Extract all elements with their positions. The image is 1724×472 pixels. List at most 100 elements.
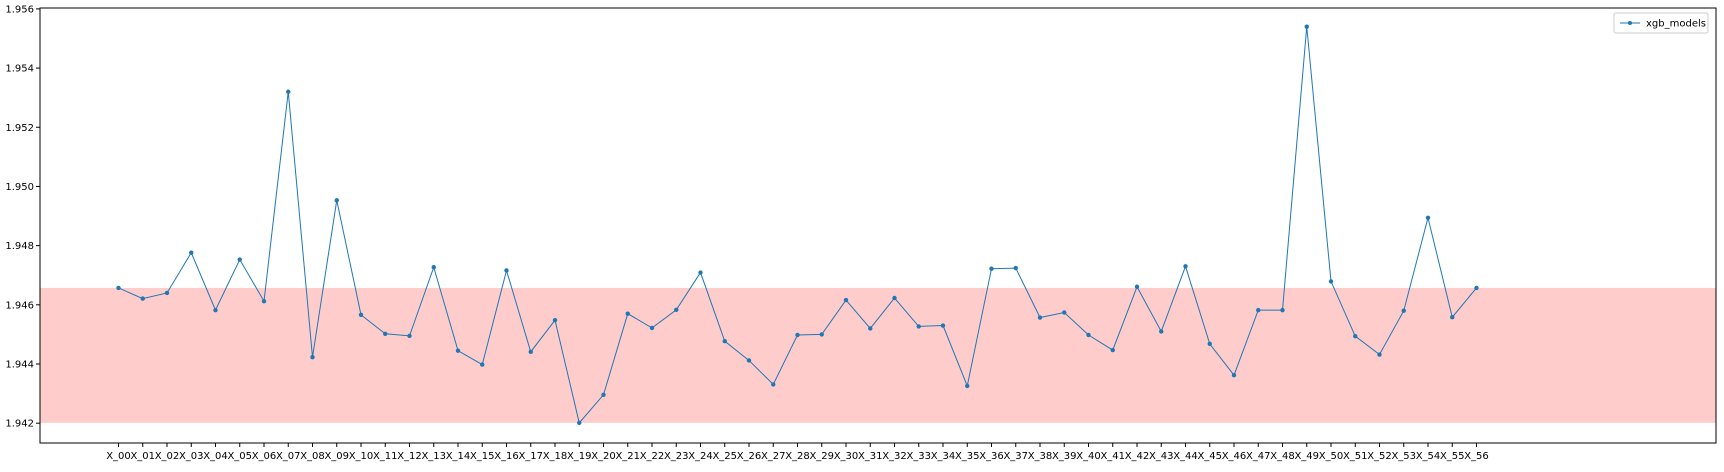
x-tick-label: X_34 xyxy=(931,451,956,462)
data-point xyxy=(892,295,897,301)
x-tick-label: X_12 xyxy=(397,451,422,462)
x-tick-label: X_16 xyxy=(494,451,519,462)
data-point xyxy=(286,89,291,94)
data-point xyxy=(455,348,461,353)
x-tick-label: X_07 xyxy=(276,451,301,462)
x-tick-label: X_11 xyxy=(373,451,398,462)
data-point xyxy=(1183,264,1188,269)
data-point xyxy=(261,299,267,304)
x-axis: X_00 X_01 X_02 X_03 X_04 X_05 X_06 X_07 X_08 X_09… xyxy=(106,443,1489,462)
x-tick-label: X_48 xyxy=(1270,451,1295,462)
data-point xyxy=(722,339,727,344)
x-tick-label: X_19 xyxy=(567,451,592,462)
data-point xyxy=(1377,352,1382,357)
y-tick-label: 1.948 xyxy=(5,241,34,252)
shaded-band-layer xyxy=(40,287,1716,423)
data-point xyxy=(1159,329,1164,334)
data-point xyxy=(746,358,752,363)
x-tick-label: X_04 xyxy=(203,451,228,462)
data-point xyxy=(940,323,946,328)
data-point xyxy=(965,383,970,389)
x-tick-label: X_49 xyxy=(1294,451,1319,462)
data-point xyxy=(1425,215,1431,221)
data-point xyxy=(334,198,339,203)
x-tick-label: X_37 xyxy=(1003,451,1028,462)
data-point xyxy=(310,354,315,360)
x-tick-label: X_47 xyxy=(1246,451,1271,462)
x-tick-label: X_24 xyxy=(688,451,713,462)
x-tick-label: X_03 xyxy=(179,451,204,462)
x-tick-label: X_05 xyxy=(227,451,252,462)
x-tick-label: X_25 xyxy=(712,451,737,462)
x-tick-label: X_22 xyxy=(640,451,665,462)
data-point xyxy=(1256,307,1261,313)
x-tick-label: X_15 xyxy=(470,451,495,462)
x-tick-label: X_21 xyxy=(615,451,640,462)
legend-box xyxy=(1613,12,1709,34)
data-point xyxy=(1110,347,1115,353)
x-tick-label: X_39 xyxy=(1052,451,1077,462)
x-tick-label: X_26 xyxy=(737,451,762,462)
x-tick-label: X_02 xyxy=(155,451,180,462)
x-tick-label: X_09 xyxy=(324,451,349,462)
data-point xyxy=(625,311,630,316)
data-point xyxy=(237,257,242,262)
data-point xyxy=(1328,279,1334,284)
x-tick-label: X_41 xyxy=(1100,451,1125,462)
x-tick-label: X_27 xyxy=(761,451,786,462)
legend: xgb_models xyxy=(1613,12,1709,34)
data-point xyxy=(1401,308,1406,313)
data-point xyxy=(916,324,921,329)
data-point xyxy=(431,265,436,270)
x-tick-label: X_44 xyxy=(1173,451,1198,462)
data-point xyxy=(528,349,533,355)
data-point xyxy=(843,297,849,303)
data-point xyxy=(1353,333,1358,339)
x-tick-label: X_33 xyxy=(906,451,931,462)
y-tick-label: 1.952 xyxy=(5,123,34,134)
data-point xyxy=(1304,24,1309,29)
x-tick-label: X_00 xyxy=(106,451,131,462)
data-point xyxy=(552,317,558,323)
x-tick-label: X_51 xyxy=(1343,451,1368,462)
x-tick-label: X_56 xyxy=(1464,451,1489,462)
data-point xyxy=(649,325,655,331)
data-point xyxy=(213,307,218,313)
x-tick-label: X_18 xyxy=(543,451,568,462)
x-tick-label: X_35 xyxy=(955,451,980,462)
x-tick-label: X_45 xyxy=(1197,451,1222,462)
x-tick-label: X_43 xyxy=(1149,451,1174,462)
x-tick-label: X_55 xyxy=(1440,451,1465,462)
x-tick-label: X_40 xyxy=(1076,451,1101,462)
data-point xyxy=(1134,284,1140,289)
data-point xyxy=(1013,265,1018,271)
data-point xyxy=(1207,341,1212,347)
series-layer xyxy=(116,24,1479,426)
x-tick-label: X_08 xyxy=(300,451,325,462)
x-tick-label: X_29 xyxy=(809,451,834,462)
data-point xyxy=(819,332,824,337)
data-point xyxy=(480,362,485,367)
x-tick-label: X_32 xyxy=(882,451,907,462)
y-axis: 1.942 1.944 1.946 1.948 1.950 1.952 1.954 1.956 xyxy=(5,4,40,430)
x-tick-label: X_01 xyxy=(130,451,155,462)
data-point xyxy=(189,250,194,255)
y-tick-label: 1.954 xyxy=(5,64,34,75)
x-tick-label: X_28 xyxy=(785,451,810,462)
data-point xyxy=(1037,315,1043,320)
shaded-band xyxy=(40,287,1716,423)
data-point xyxy=(1474,285,1479,291)
x-tick-label: X_38 xyxy=(1028,451,1053,462)
x-tick-label: X_23 xyxy=(664,451,689,462)
data-point xyxy=(358,312,364,318)
data-point xyxy=(577,420,582,426)
data-point xyxy=(116,285,121,291)
x-tick-label: X_54 xyxy=(1416,451,1441,462)
x-tick-label: X_30 xyxy=(834,451,859,462)
data-point xyxy=(1450,315,1455,320)
data-point xyxy=(164,290,170,296)
y-tick-label: 1.946 xyxy=(5,300,34,311)
x-tick-label: X_50 xyxy=(1319,451,1344,462)
data-point xyxy=(989,266,994,271)
